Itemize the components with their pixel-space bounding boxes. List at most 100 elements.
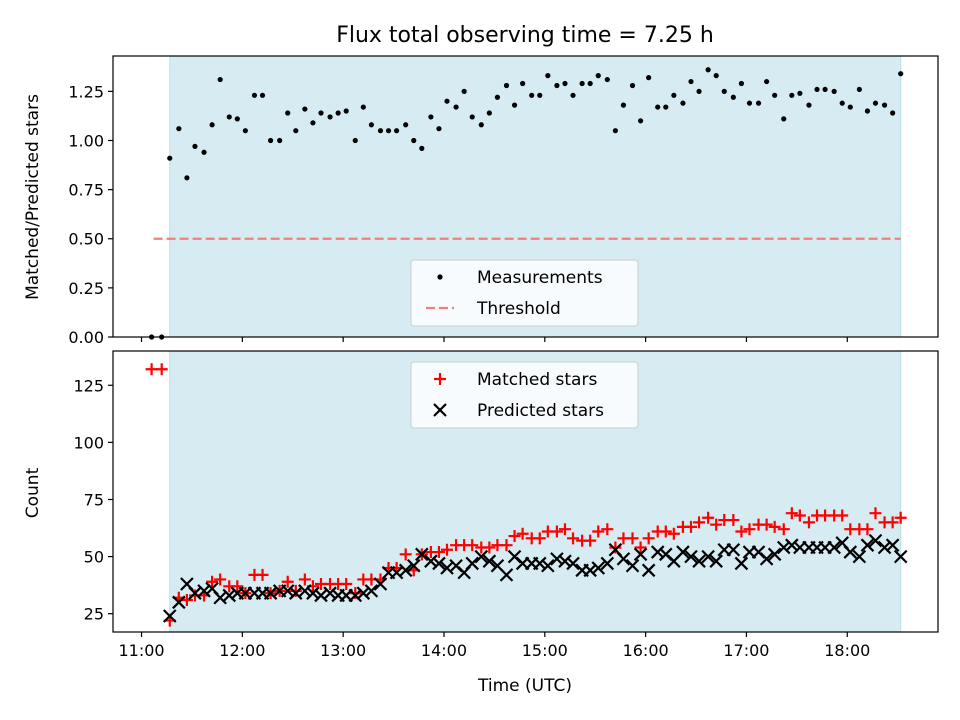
- data-point: [595, 73, 601, 79]
- data-point: [676, 545, 690, 559]
- legend-label: Predicted stars: [477, 401, 604, 421]
- data-point: [701, 549, 715, 564]
- data-point: [285, 110, 291, 116]
- data-point: [499, 568, 514, 582]
- data-point: [727, 514, 740, 527]
- y-tick-label: 1.25: [68, 82, 104, 101]
- legend-label: Measurements: [477, 268, 603, 288]
- data-point: [192, 143, 198, 149]
- data-point: [877, 540, 892, 555]
- data-point: [516, 527, 529, 540]
- data-point: [364, 584, 379, 598]
- plot-frame: [112, 350, 939, 633]
- data-point: [864, 108, 871, 114]
- data-point: [726, 542, 741, 557]
- data-point: [441, 543, 454, 556]
- data-point: [634, 541, 647, 554]
- data-point: [583, 563, 597, 578]
- data-point: [822, 86, 828, 93]
- data-point: [629, 82, 636, 89]
- data-point: [894, 511, 907, 524]
- data-point: [626, 532, 639, 545]
- data-point: [406, 558, 421, 573]
- data-point: [764, 78, 770, 85]
- y-tick-label: 75: [84, 490, 104, 509]
- data-point: [532, 556, 547, 571]
- data-point: [696, 88, 702, 94]
- data-point: [600, 556, 615, 571]
- data-point: [155, 363, 168, 376]
- data-point: [335, 110, 341, 116]
- data-point: [145, 363, 158, 376]
- data-point: [511, 102, 518, 108]
- data-point: [735, 525, 748, 538]
- data-point: [743, 523, 756, 536]
- data-point: [197, 584, 211, 598]
- data-point: [483, 541, 496, 554]
- data-point: [768, 520, 781, 533]
- data-point: [785, 538, 799, 552]
- data-point: [403, 122, 409, 128]
- data-point: [709, 554, 723, 568]
- data-point: [281, 575, 294, 588]
- data-point: [323, 586, 337, 600]
- data-point: [428, 114, 434, 120]
- bottom-x-axis-label: Time (UTC): [477, 676, 572, 696]
- data-point: [558, 523, 571, 536]
- data-point: [886, 516, 899, 529]
- data-point: [650, 545, 665, 559]
- data-point: [226, 114, 232, 120]
- data-point: [591, 561, 606, 575]
- y-tick-label: 0.75: [68, 181, 104, 200]
- data-point: [730, 94, 736, 100]
- y-tick-label: 0.25: [68, 279, 104, 298]
- data-point: [885, 538, 900, 552]
- data-point: [872, 100, 879, 106]
- x-tick-label: 15:00: [522, 641, 568, 660]
- data-point: [692, 554, 706, 568]
- data-point: [500, 539, 513, 552]
- data-point: [579, 80, 585, 87]
- data-point: [721, 88, 727, 94]
- data-point: [659, 525, 672, 538]
- y-tick-label: 0.00: [68, 328, 104, 347]
- data-point: [814, 86, 820, 93]
- data-point: [352, 137, 358, 144]
- x-tick-label: 18:00: [824, 641, 870, 660]
- data-point: [494, 94, 501, 100]
- data-point: [684, 520, 697, 533]
- data-point: [482, 554, 497, 568]
- data-point: [642, 532, 655, 545]
- data-point: [702, 511, 715, 524]
- data-point: [604, 76, 610, 83]
- data-point: [646, 75, 652, 81]
- bottom-y-axis-label: Count: [23, 467, 43, 518]
- data-point: [881, 102, 888, 108]
- data-point: [713, 73, 719, 79]
- data-point: [738, 80, 745, 87]
- y-tick-label: 1.00: [68, 131, 104, 150]
- data-point: [746, 100, 753, 106]
- data-point: [289, 584, 302, 597]
- data-point: [256, 568, 269, 581]
- data-point: [759, 552, 774, 566]
- data-point: [655, 104, 661, 110]
- data-point: [209, 122, 215, 128]
- data-point: [856, 86, 862, 93]
- data-point: [453, 104, 459, 110]
- data-point: [424, 554, 438, 568]
- data-point: [280, 584, 295, 598]
- series-predicted-stars: [162, 533, 908, 623]
- data-point: [710, 518, 723, 531]
- data-point: [529, 92, 535, 98]
- data-point: [432, 546, 445, 559]
- data-point: [806, 102, 812, 108]
- y-tick-label: 100: [73, 433, 104, 452]
- data-point: [461, 88, 467, 94]
- data-point: [797, 90, 803, 96]
- data-point: [432, 556, 446, 571]
- x-tick-label: 11:00: [118, 641, 164, 660]
- top-panel: 0.00 0.25 0.50 0.75 1.00 1.25 Measurements Thre…: [68, 55, 939, 347]
- data-point: [368, 122, 374, 128]
